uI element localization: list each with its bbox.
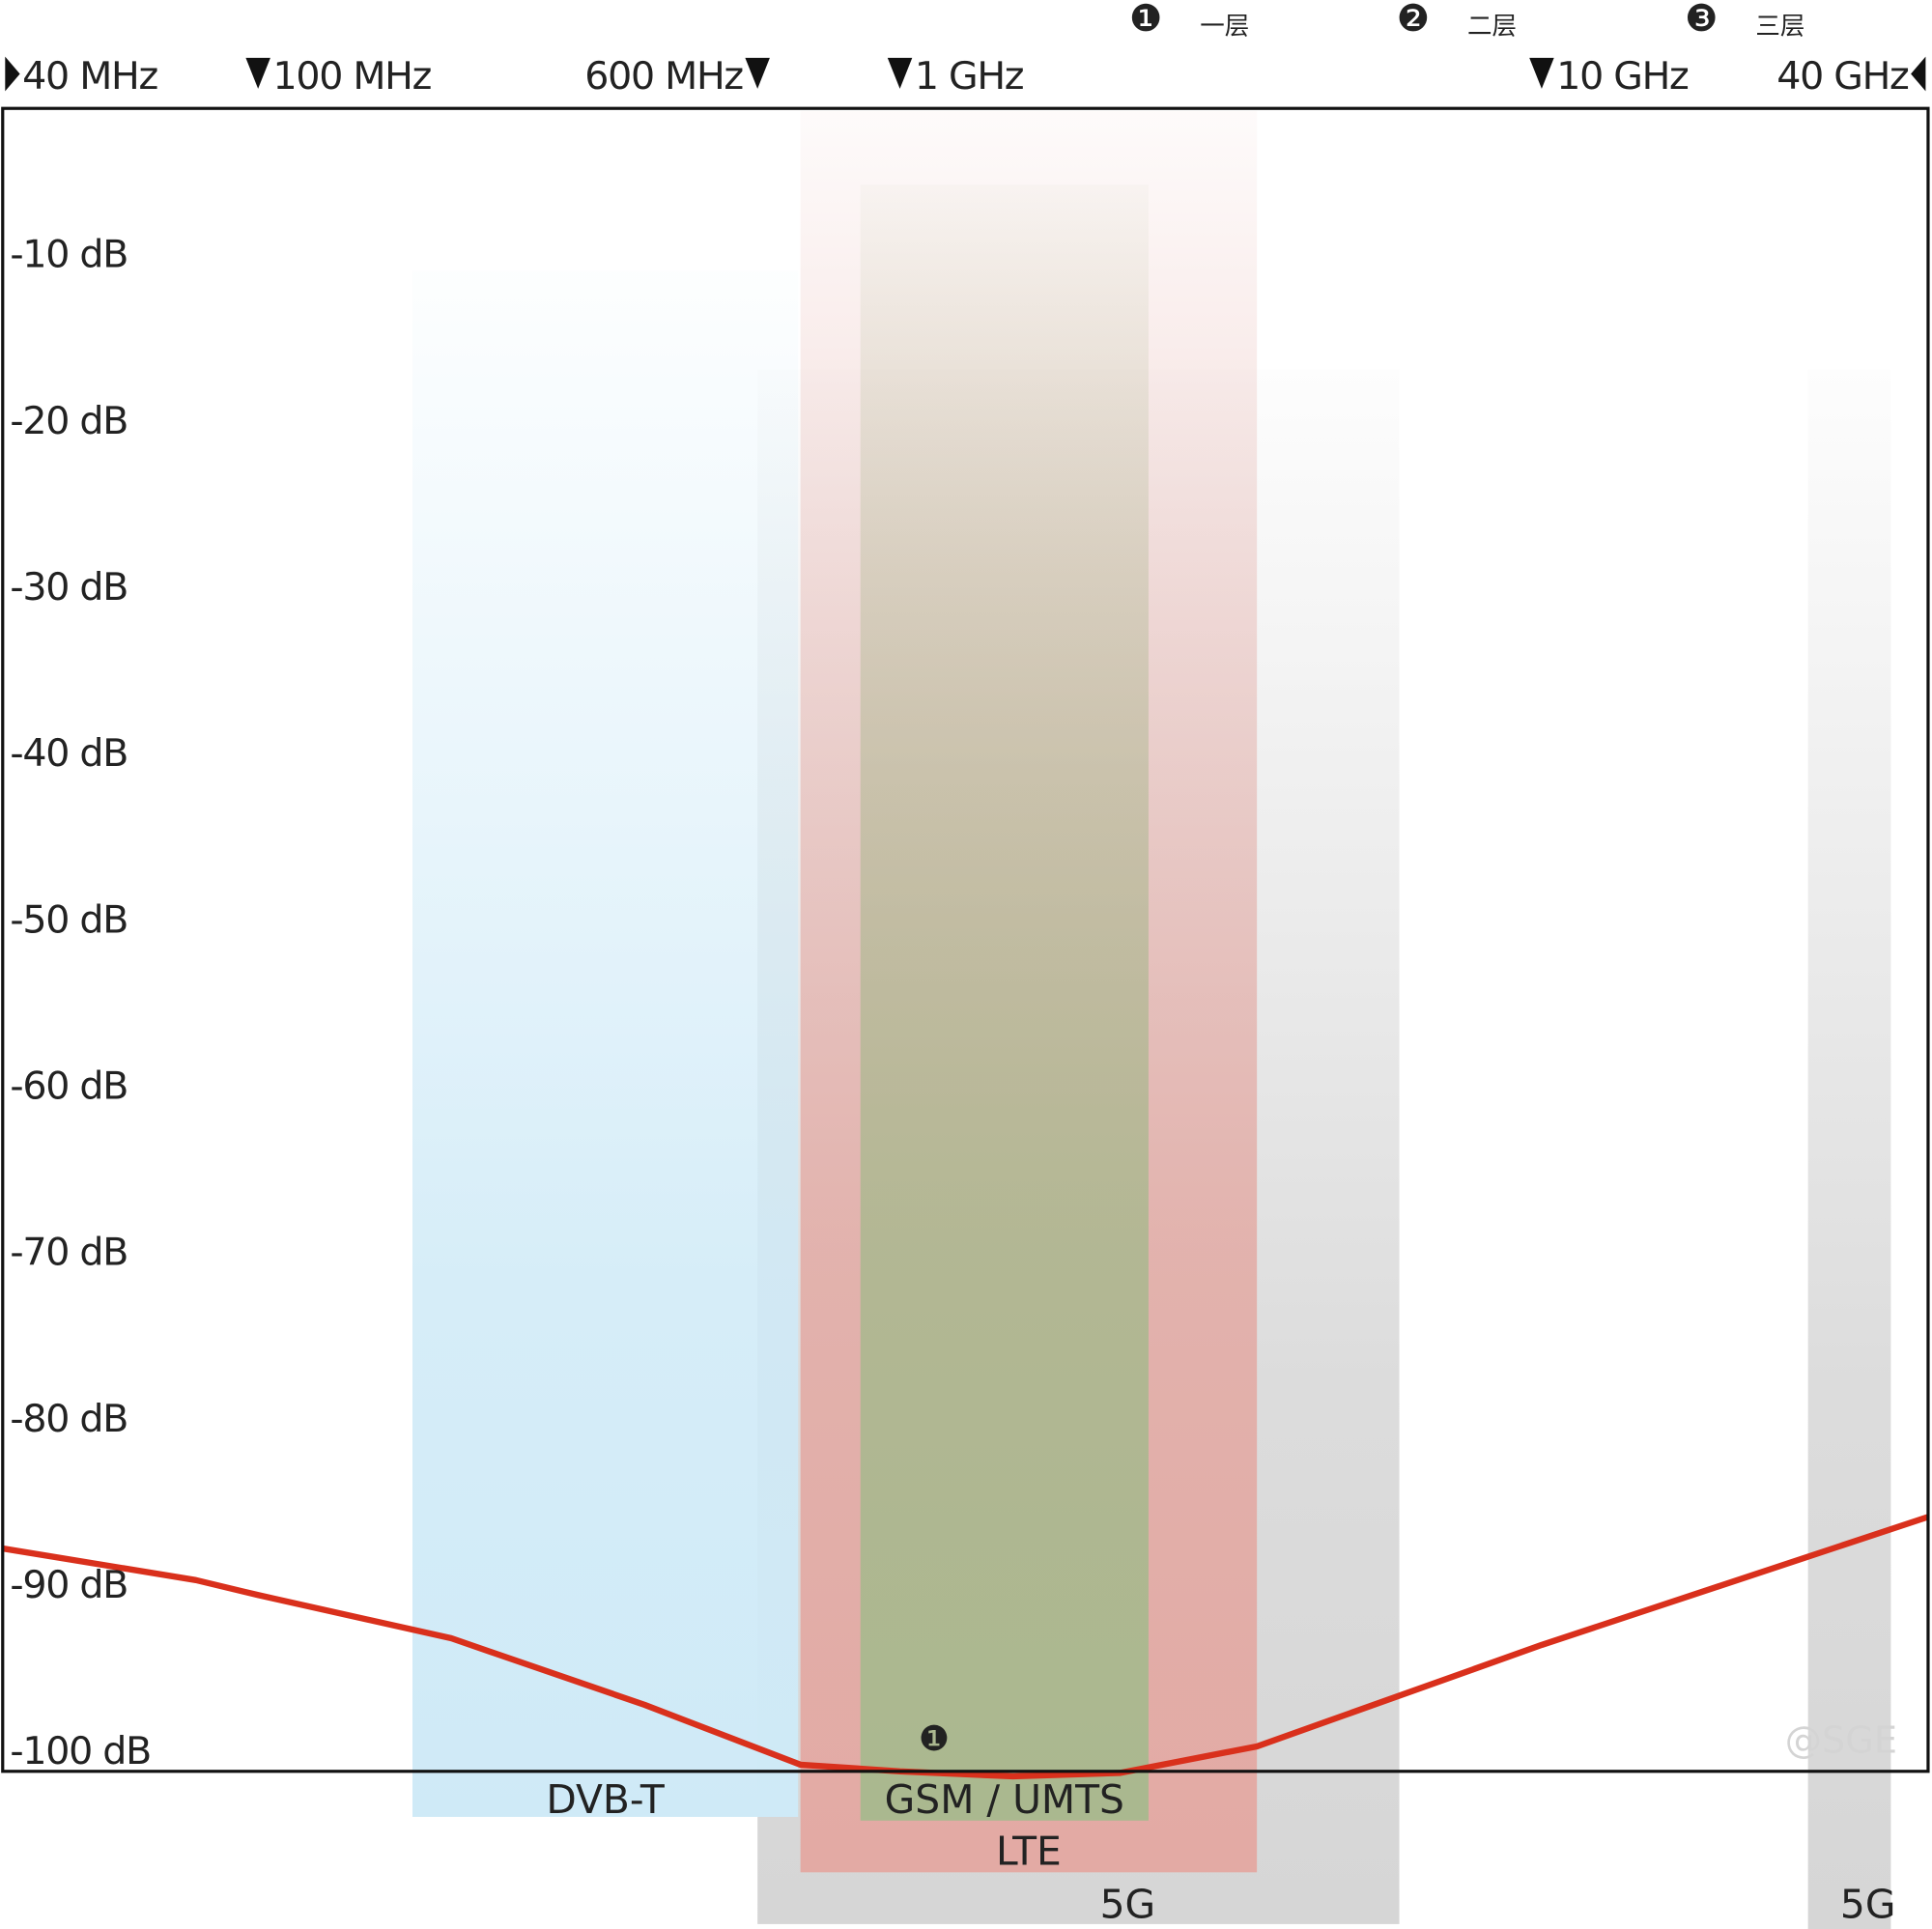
- x-tick-label: 100 MHz: [272, 54, 431, 99]
- annotation-marker: ❶: [919, 1719, 950, 1759]
- tick-arrow: [1529, 57, 1554, 89]
- band-label: 5G: [1840, 1882, 1896, 1928]
- layer-marker: ❶: [1129, 0, 1162, 41]
- tick-arrow: [887, 57, 913, 89]
- band-label: LTE: [996, 1829, 1062, 1875]
- y-tick-label: -40 dB: [10, 731, 128, 776]
- y-tick-label: -10 dB: [10, 233, 128, 277]
- band-label: GSM / UMTS: [885, 1776, 1124, 1823]
- band-label: DVB-T: [546, 1776, 666, 1823]
- watermark: @SGE: [1785, 1719, 1897, 1763]
- tick-arrow: [1911, 56, 1926, 92]
- y-tick-label: -80 dB: [10, 1397, 128, 1441]
- band-label: 5G: [1100, 1882, 1156, 1928]
- y-tick-label: -70 dB: [10, 1231, 128, 1275]
- x-tick-label: 10 GHz: [1556, 54, 1689, 99]
- band: [412, 270, 799, 1817]
- layer-label: 二层: [1467, 13, 1517, 42]
- data-line: [2, 1514, 1929, 1780]
- layer-marker: ❷: [1397, 0, 1430, 41]
- layer-label: 一层: [1200, 13, 1249, 42]
- x-tick-label: 40 MHz: [22, 54, 157, 99]
- y-tick-label: -30 dB: [10, 565, 128, 610]
- tick-arrow: [5, 56, 20, 92]
- y-tick-label: -60 dB: [10, 1064, 128, 1108]
- tick-arrow: [245, 57, 270, 89]
- y-tick-label: -90 dB: [10, 1563, 128, 1607]
- x-tick-label: 600 MHz: [584, 54, 743, 99]
- y-tick-label: -50 dB: [10, 897, 128, 942]
- x-tick-label: 1 GHz: [915, 54, 1024, 99]
- band: [860, 184, 1149, 1821]
- layer-label: 三层: [1755, 13, 1804, 42]
- x-tick-label: 40 GHz: [1776, 54, 1909, 99]
- tick-arrow: [745, 57, 770, 89]
- y-tick-label: -100 dB: [10, 1729, 151, 1773]
- band: [1807, 369, 1891, 1929]
- y-tick-label: -20 dB: [10, 399, 128, 443]
- plot-frame: [1, 106, 1930, 1773]
- layer-marker: ❸: [1685, 0, 1718, 41]
